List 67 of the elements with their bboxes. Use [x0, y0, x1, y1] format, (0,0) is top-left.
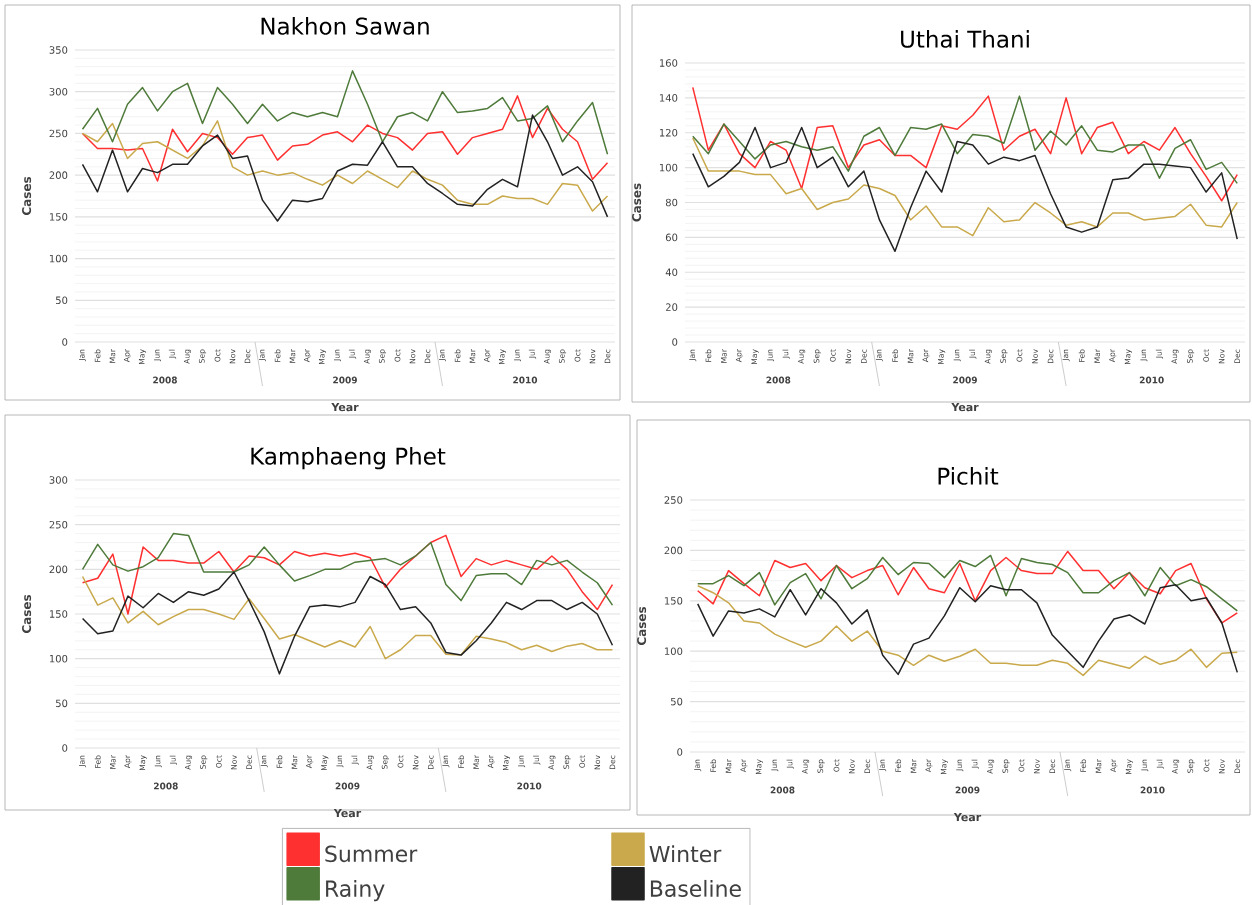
chart-title: Nakhon Sawan	[261, 17, 429, 35]
legend-label: Summer	[325, 845, 418, 863]
y-axis-title: Cases	[22, 176, 32, 216]
x-axis-title: Year	[953, 813, 982, 822]
y-axis-title: Cases	[637, 606, 647, 646]
line-series	[696, 550, 1239, 624]
text: 2009	[333, 376, 357, 384]
chart-title: Pichit	[938, 467, 999, 485]
y-tick-label: 0	[62, 744, 68, 752]
text: 2010	[1140, 786, 1165, 794]
y-tick-label: 50	[56, 296, 68, 305]
y-tick-label: 300	[49, 87, 68, 96]
y-tick-label: 160	[659, 59, 678, 67]
line-series	[692, 95, 1238, 185]
text: 2010	[513, 376, 538, 384]
y-tick-label: 100	[664, 647, 683, 656]
x-axis-title: Year	[331, 403, 359, 412]
text: 2008	[766, 376, 791, 384]
y-axis-title: Cases	[22, 594, 32, 634]
y-axis-title: Cases	[632, 183, 642, 222]
y-tick-label: 0	[62, 338, 68, 346]
text: 2010	[1139, 376, 1164, 384]
y-tick-label: 50	[56, 699, 68, 708]
y-tick-label: 250	[49, 520, 68, 529]
y-tick-label: 60	[665, 233, 678, 242]
y-tick-label: 80	[665, 198, 678, 207]
legend-label: Rainy	[326, 879, 385, 902]
text: 2008	[154, 782, 178, 790]
y-tick-label: 350	[49, 46, 68, 54]
y-tick-label: 300	[49, 476, 68, 484]
y-tick-label: 150	[49, 213, 68, 221]
y-tick-label: 20	[665, 303, 678, 311]
y-tick-label: 0	[677, 748, 683, 756]
text: 2009	[955, 786, 980, 794]
y-tick-label: 200	[49, 565, 68, 574]
chart-title: Uthai Thani	[901, 30, 1029, 48]
text: 2009	[953, 376, 977, 384]
y-tick-label: 150	[49, 610, 68, 618]
line-series	[692, 86, 1238, 202]
line-series	[81, 575, 614, 660]
chart-title: Kamphaeng Phet	[251, 447, 446, 470]
y-tick-label: 0	[672, 338, 678, 346]
y-tick-label: 250	[49, 129, 68, 138]
y-tick-label: 200	[49, 171, 68, 179]
legend-label: Winter	[649, 845, 722, 863]
y-tick-label: 100	[49, 654, 68, 663]
y-tick-label: 120	[659, 128, 678, 137]
line-series	[81, 70, 609, 156]
y-tick-label: 250	[664, 496, 683, 504]
x-axis-title: Year	[951, 403, 979, 412]
y-tick-label: 200	[664, 546, 683, 555]
y-tick-label: 140	[659, 94, 678, 102]
text: 2010	[517, 782, 542, 790]
legend-label: Baseline	[650, 879, 741, 897]
text: 2008	[770, 786, 795, 794]
x-axis-title: Year	[333, 809, 362, 818]
y-tick-label: 100	[49, 254, 68, 263]
y-tick-label: 100	[659, 163, 678, 172]
line-series	[81, 571, 614, 675]
text: 2008	[153, 376, 177, 384]
y-tick-label: 50	[671, 697, 683, 706]
y-tick-label: 40	[665, 268, 678, 277]
line-series	[81, 95, 609, 182]
line-series	[696, 554, 1239, 612]
y-tick-label: 150	[664, 597, 683, 605]
line-series	[692, 126, 1238, 253]
text: 2009	[335, 782, 360, 790]
